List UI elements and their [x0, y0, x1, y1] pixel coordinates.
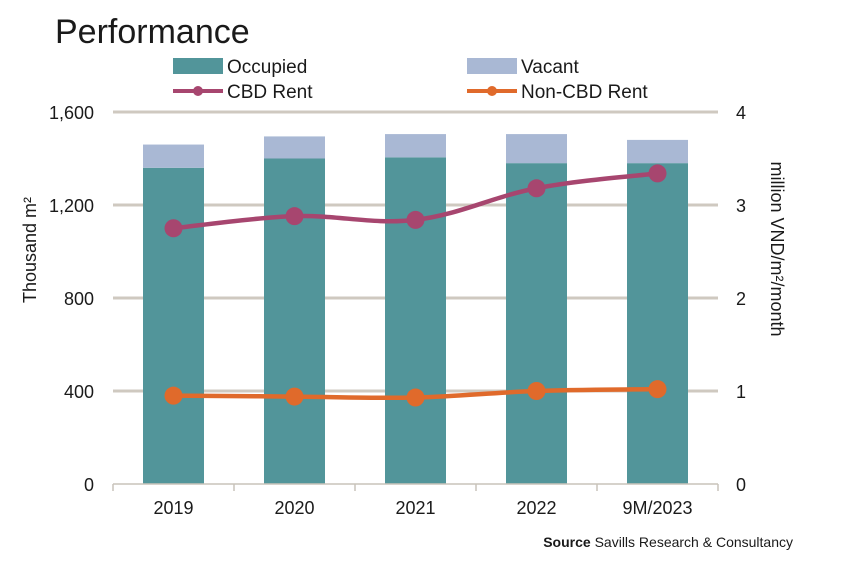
source-note: Source Savills Research & Consultancy: [543, 534, 793, 550]
y2-tick-label: 2: [736, 289, 746, 309]
x-tick-label: 2021: [395, 498, 435, 518]
x-tick-label: 2020: [274, 498, 314, 518]
source-label: Source: [543, 534, 591, 550]
cbd-rent-point: [406, 210, 425, 229]
y2-tick-label: 4: [736, 103, 746, 123]
legend-swatch-occupied: [173, 58, 223, 74]
cbd-rent-point: [527, 179, 546, 198]
non-cbd-rent-point: [648, 380, 667, 399]
bar-occupied: [143, 167, 204, 485]
y-tick-label: 1,200: [49, 196, 94, 216]
legend-label-occupied: Occupied: [227, 57, 307, 78]
bar-occupied: [627, 163, 688, 484]
bars: [143, 134, 688, 485]
non-cbd-rent-point: [285, 387, 304, 406]
bar-occupied: [385, 157, 446, 484]
cbd-rent-point: [285, 207, 304, 226]
y2-tick-label: 1: [736, 382, 746, 402]
bar-vacant: [385, 134, 446, 158]
legend-label-vacant: Vacant: [521, 57, 579, 78]
bar-vacant: [264, 136, 325, 159]
bar-vacant: [143, 144, 204, 168]
y-axis-title: Thousand m²: [20, 197, 40, 303]
legend-marker-non-cbd-rent: [487, 86, 497, 96]
y-tick-label: 800: [64, 289, 94, 309]
y-tick-label: 0: [84, 475, 94, 495]
rent-lines: [164, 164, 667, 407]
cbd-rent-point: [648, 164, 667, 183]
legend: Occupied Vacant CBD Rent Non-CBD Rent: [173, 57, 648, 103]
legend-marker-cbd-rent: [193, 86, 203, 96]
non-cbd-rent-point: [527, 382, 546, 400]
non-cbd-rent-point: [406, 388, 425, 407]
x-tick-label: 2022: [516, 498, 556, 518]
legend-label-cbd-rent: CBD Rent: [227, 82, 313, 103]
y-tick-label: 1,600: [49, 103, 94, 123]
y-tick-label: 400: [64, 382, 94, 402]
y2-tick-label: 3: [736, 196, 746, 216]
bar-vacant: [506, 134, 567, 164]
y2-axis-title: million VND/m²/month: [767, 161, 787, 336]
axes: 2019 2020 2021 2022 9M/2023 0 400 800 1,200 1,600…: [49, 103, 746, 518]
cbd-rent-point: [164, 219, 183, 238]
bar-occupied: [506, 163, 567, 484]
y2-tick-label: 0: [736, 475, 746, 495]
x-tick-label: 2019: [153, 498, 193, 518]
source-text: Savills Research & Consultancy: [595, 534, 793, 550]
x-tick-label: 9M/2023: [622, 498, 692, 518]
bar-vacant: [627, 139, 688, 164]
non-cbd-rent-point: [164, 386, 183, 405]
legend-label-non-cbd-rent: Non-CBD Rent: [521, 82, 648, 103]
chart-title: Performance: [55, 13, 250, 51]
legend-swatch-vacant: [467, 58, 517, 74]
